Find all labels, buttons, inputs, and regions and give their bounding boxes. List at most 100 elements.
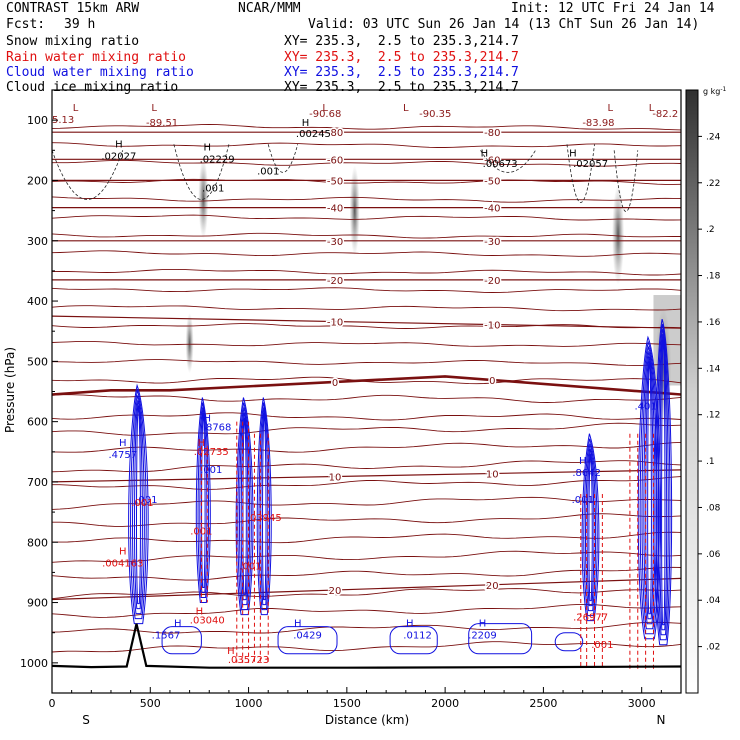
cloud-water-contour <box>237 402 252 611</box>
isotherm-line <box>51 460 682 473</box>
y-tick-label: 800 <box>27 536 48 549</box>
cloud-water-contour <box>262 412 267 601</box>
isotherm-layer: 0 0 -10 -10 -20 -20 -30 -30 -40 -40 -50 -50 -60 -60 -8… <box>51 124 682 653</box>
isotherm-label: 0 <box>332 378 338 389</box>
x-tick-label: 3000 <box>628 697 656 710</box>
isotherm-label: -40 <box>327 204 343 215</box>
isotherm-label: -50 <box>484 176 500 187</box>
cloud-water-contour <box>581 433 600 622</box>
colorbar-tick-label: .06 <box>706 550 721 560</box>
isotherm-label: -60 <box>484 155 500 166</box>
cloud-water-contour <box>235 397 254 616</box>
isotherm-line <box>52 531 682 544</box>
colorbar: .02 .04 .06 .08 .1 .12 .14 .16 .18 .2 .22 .24 <box>685 89 721 694</box>
field-value-label: -89.51 <box>146 118 178 129</box>
x-tick-label: 2000 <box>431 697 459 710</box>
extremum-marker: L <box>322 103 328 114</box>
isotherm-label: -20 <box>327 276 343 287</box>
field-value-label: .8768 <box>203 423 232 434</box>
extremum-marker: H <box>569 148 577 159</box>
cloud-water-contour <box>659 334 668 631</box>
extremum-marker: H <box>198 438 206 449</box>
field-value-label: .00245 <box>296 129 331 140</box>
field-xy-cloud-water: XY= 235.3, 2.5 to 235.3,214.7 <box>284 65 519 80</box>
field-value-label: .001 <box>257 166 279 177</box>
isotherm-label: -80 <box>327 128 343 139</box>
field-value-label: .2209 <box>468 631 497 642</box>
extremum-marker: L <box>607 103 613 114</box>
cloud-ice-contour <box>51 150 124 200</box>
extremum-marker: H <box>479 619 487 630</box>
colorbar-tick-label: .18 <box>706 272 721 282</box>
colorbar-tick-label: .02 <box>706 643 720 653</box>
extremum-marker: H <box>204 142 212 153</box>
colorbar-tick-label: .14 <box>706 364 721 374</box>
extremum-marker: H <box>302 118 310 129</box>
isotherm-line <box>51 566 682 581</box>
x-tick-label: 0 <box>49 697 56 710</box>
field-value-label: .001 <box>190 526 212 537</box>
colorbar-unit-base: g kg <box>703 87 720 96</box>
snow-shading-blob <box>198 158 209 239</box>
isotherm-label: 0 <box>489 376 495 387</box>
extremum-marker: H <box>119 438 127 449</box>
cloud-water-contour <box>239 407 251 606</box>
y-axis-title: Pressure (hPa) <box>3 347 17 433</box>
snow-shading-blob <box>185 313 194 374</box>
isotherm-line <box>51 588 682 600</box>
isotherm-label: -60 <box>327 155 343 166</box>
isotherm-0 <box>51 375 682 396</box>
extremum-marker: H <box>406 619 414 630</box>
colorbar-tick-label: .2 <box>706 225 715 235</box>
isotherm-line <box>51 268 682 276</box>
cloud-ice-contour <box>613 150 639 212</box>
init-time-label: Init: 12 UTC Fri 24 Jan 14 <box>511 1 715 16</box>
field-value-label: .1567 <box>152 631 181 642</box>
extremum-marker: H <box>204 414 212 425</box>
cloud-ice-contour <box>480 150 536 173</box>
field-value-label: .001 <box>135 495 157 506</box>
y-tick-label: 1000 <box>20 657 48 670</box>
cloud-water-contour <box>389 626 438 655</box>
isotherm-line <box>51 340 682 347</box>
cloud-ice-layer <box>51 144 639 212</box>
isotherm-label: -30 <box>484 237 500 248</box>
field-value-label: .035723 <box>228 655 269 666</box>
y-tick-label: 100 <box>27 114 48 127</box>
field-value-label: .004163 <box>102 558 143 569</box>
y-tick-label: 600 <box>27 416 48 429</box>
field-name-cloud-water: Cloud water mixing ratio <box>6 65 194 80</box>
field-value-label: .03040 <box>190 616 225 627</box>
extremum-marker: H <box>119 546 127 557</box>
rain-water-layer <box>200 421 654 669</box>
valid-time-label: Valid: 03 UTC Sun 26 Jan 14 (13 ChT Sun … <box>308 17 700 32</box>
isotherm-label: -30 <box>327 237 343 248</box>
cloud-water-contour <box>654 318 673 646</box>
extremum-marker: H <box>174 619 182 630</box>
field-value-label: 5.13 <box>52 115 74 126</box>
isotherm-label: -50 <box>327 176 343 187</box>
forecast-hours: 39 h <box>64 17 96 32</box>
isotherm-line <box>51 422 682 436</box>
isotherm-line <box>52 159 682 167</box>
snow-shading-blob <box>349 165 360 256</box>
extremum-marker: H <box>481 148 489 159</box>
y-tick-label: 500 <box>27 355 48 368</box>
isotherm-label: -10 <box>484 321 500 332</box>
cloud-water-contour <box>132 395 145 615</box>
isotherm-label: -10 <box>327 318 343 329</box>
colorbar-tick-label: .24 <box>706 132 721 142</box>
isotherm-label: -20 <box>484 276 500 287</box>
field-value-label: .001 <box>131 498 153 509</box>
extremum-marker: H <box>294 619 302 630</box>
field-value-label: -82.2 <box>652 109 678 120</box>
cloud-water-contour <box>240 412 249 601</box>
isotherm-line <box>52 513 682 527</box>
cloud-water-contour <box>277 626 338 655</box>
cloud-ice-contour <box>566 144 595 203</box>
isotherm-line <box>51 359 682 366</box>
field-name-cloud-ice: Cloud ice mixing ratio <box>6 80 179 95</box>
field-value-label: .4757 <box>108 450 137 461</box>
extremum-marker: L <box>403 103 409 114</box>
